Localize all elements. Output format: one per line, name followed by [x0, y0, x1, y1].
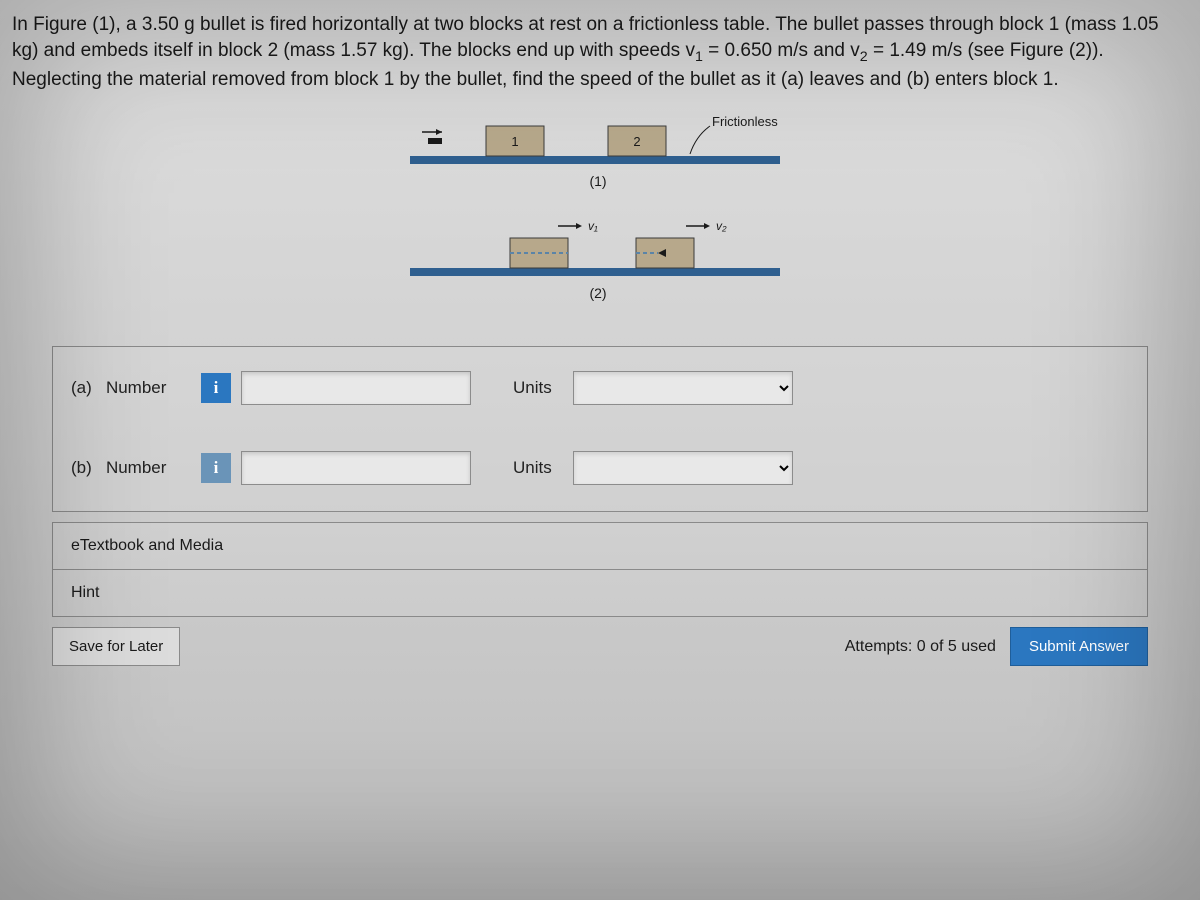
answer-row-a: (a) Number i Units [71, 371, 1129, 405]
v1-arrowhead [576, 223, 582, 229]
block-1-label: 1 [511, 134, 518, 149]
table-1 [410, 156, 780, 164]
info-icon-a[interactable]: i [201, 373, 231, 403]
submit-answer-button[interactable]: Submit Answer [1010, 627, 1148, 666]
units-select-b[interactable] [573, 451, 793, 485]
v2-arrowhead [704, 223, 710, 229]
etextbook-link[interactable]: eTextbook and Media [52, 522, 1148, 570]
problem-statement: In Figure (1), a 3.50 g bullet is fired … [10, 10, 1190, 102]
frictionless-label: Frictionless [712, 114, 778, 129]
table-2 [410, 268, 780, 276]
answer-row-b: (b) Number i Units [71, 451, 1129, 485]
units-select-a[interactable] [573, 371, 793, 405]
frictionless-leader [690, 126, 710, 154]
units-label-b: Units [513, 458, 563, 478]
info-icon-b[interactable]: i [201, 453, 231, 483]
part-a-label: (a) Number [71, 378, 191, 398]
number-input-a[interactable] [241, 371, 471, 405]
save-for-later-button[interactable]: Save for Later [52, 627, 180, 666]
answer-block: (a) Number i Units (b) Number i Units [52, 346, 1148, 512]
panel-1-label: (1) [589, 173, 606, 189]
bullet-1 [428, 138, 442, 144]
attempts-text: Attempts: 0 of 5 used [845, 638, 996, 656]
bullet-arrowhead-1 [436, 129, 442, 135]
hint-link[interactable]: Hint [52, 570, 1148, 617]
panel-2-label: (2) [589, 285, 606, 301]
footer-bar: Save for Later Attempts: 0 of 5 used Sub… [52, 627, 1148, 666]
figure-svg: 1 2 Frictionless (1) v₁ v₂ [390, 108, 810, 318]
part-b-label: (b) Number [71, 458, 191, 478]
number-input-b[interactable] [241, 451, 471, 485]
units-label-a: Units [513, 378, 563, 398]
v2-label: v₂ [716, 219, 727, 233]
block-2-label: 2 [633, 134, 640, 149]
v1-label: v₁ [588, 219, 598, 233]
figure-container: 1 2 Frictionless (1) v₁ v₂ [10, 102, 1190, 346]
